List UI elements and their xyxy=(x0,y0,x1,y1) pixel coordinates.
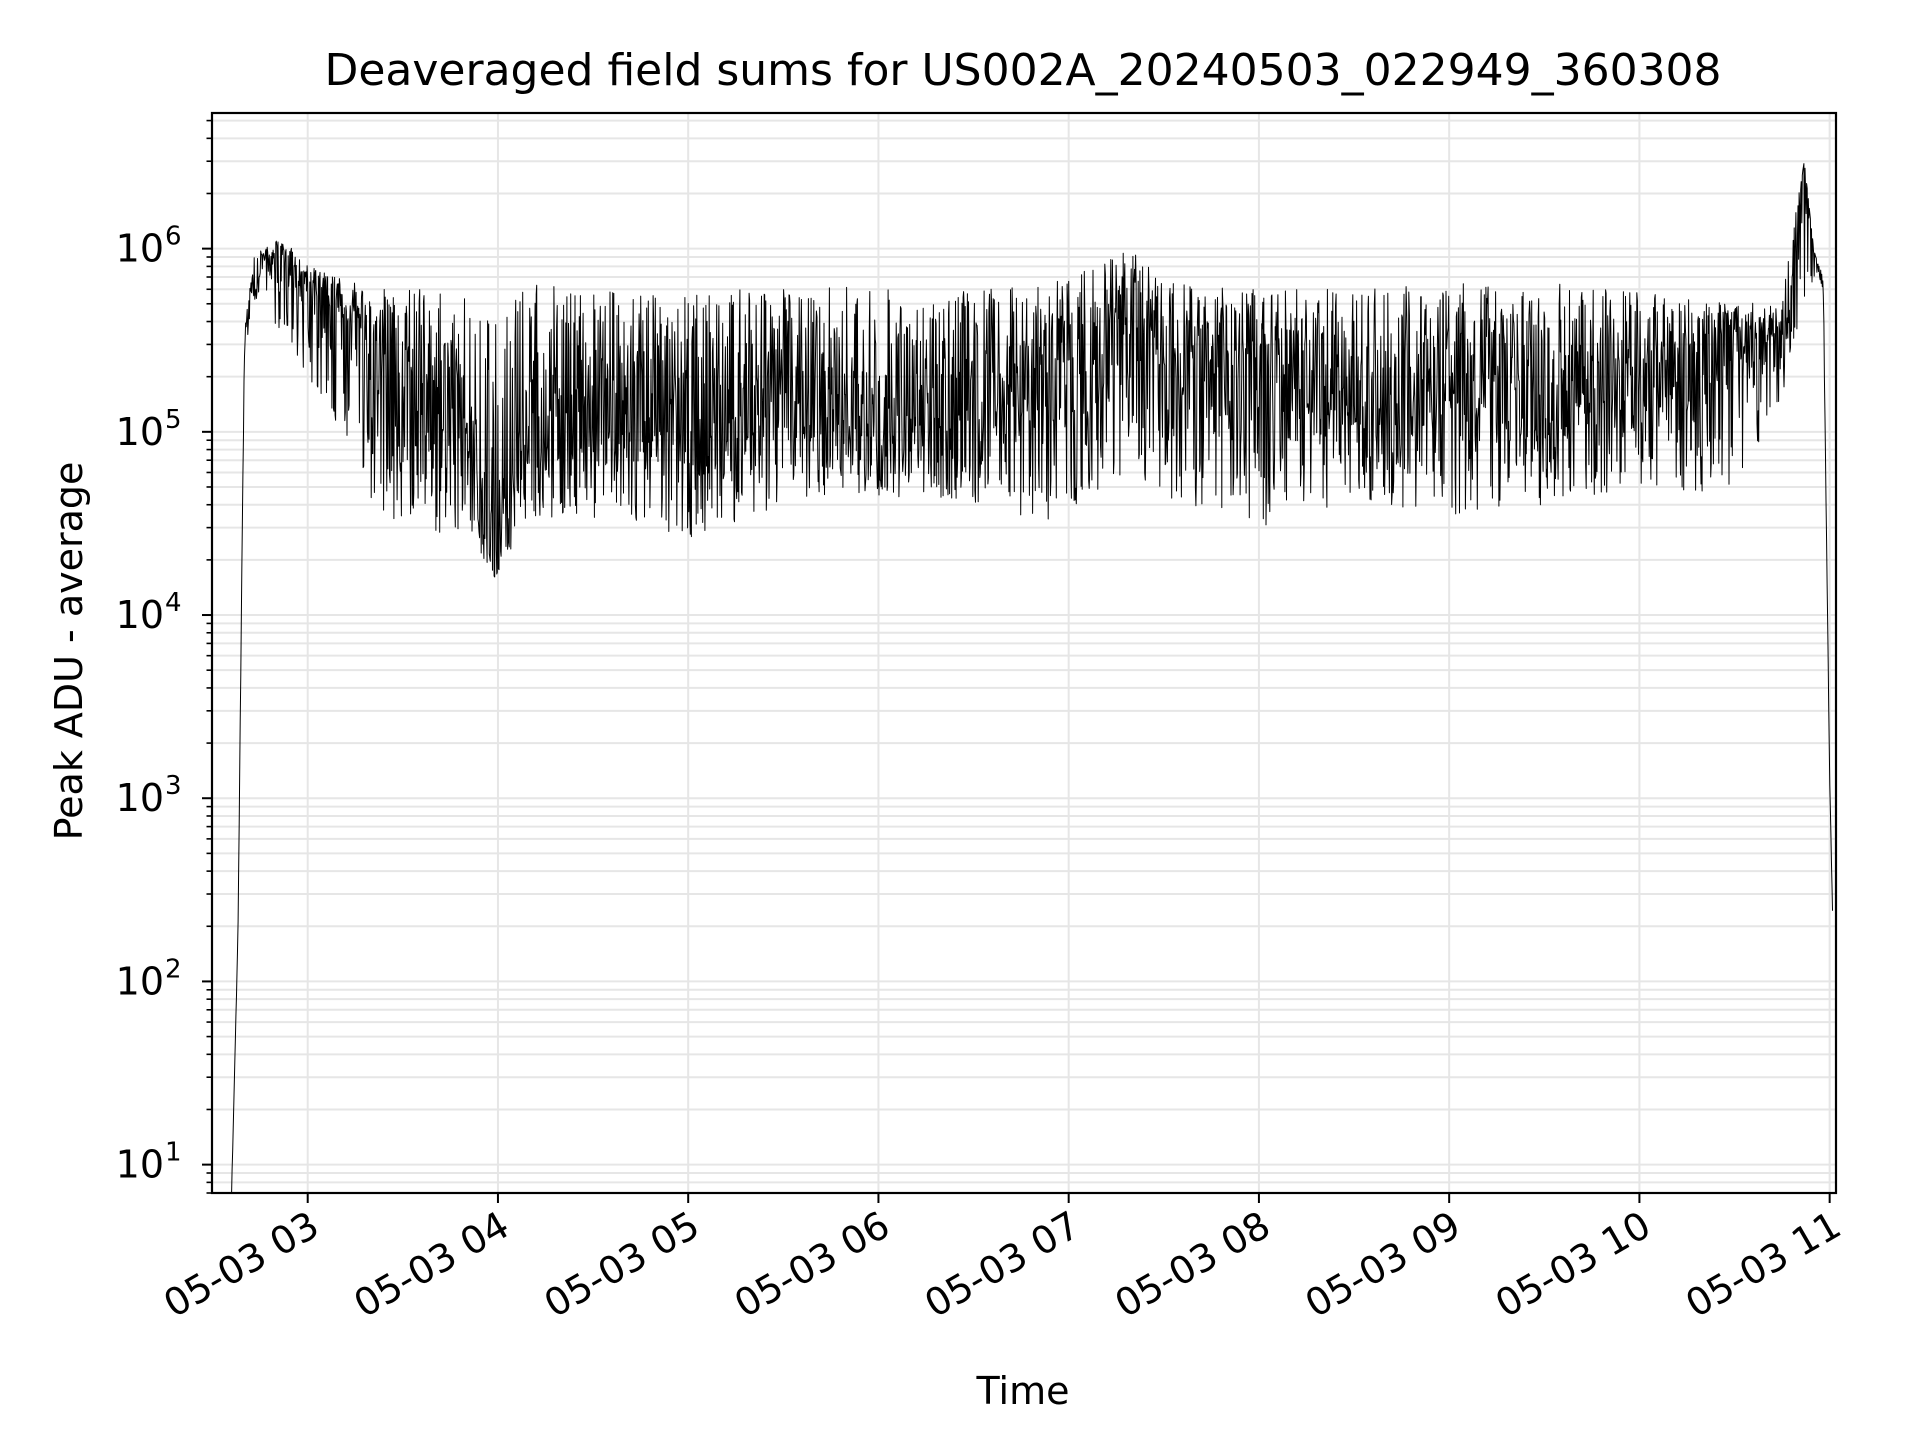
chart-title: Deaveraged field sums for US002A_2024050… xyxy=(324,45,1721,96)
y-axis-label: Peak ADU - average xyxy=(47,462,91,841)
y-tick-label: 10 xyxy=(116,227,164,271)
y-tick-label: 10 xyxy=(116,959,164,1003)
plot-frame xyxy=(210,111,1838,1195)
y-tick-label: 10 xyxy=(116,593,164,637)
y-tick-label: 10 xyxy=(116,410,164,454)
y-tick-label: 10 xyxy=(116,776,164,820)
y-tick-exponent: 2 xyxy=(165,954,182,984)
y-tick-label: 10 xyxy=(116,1143,164,1187)
y-tick-exponent: 5 xyxy=(165,405,182,435)
y-tick-exponent: 4 xyxy=(165,588,182,618)
series-line-peak-adu xyxy=(231,163,1833,1194)
x-axis-label: Time xyxy=(976,1369,1070,1413)
y-tick-exponent: 6 xyxy=(165,222,182,252)
y-tick-exponent: 1 xyxy=(165,1138,182,1168)
y-tick-exponent: 3 xyxy=(165,771,182,801)
